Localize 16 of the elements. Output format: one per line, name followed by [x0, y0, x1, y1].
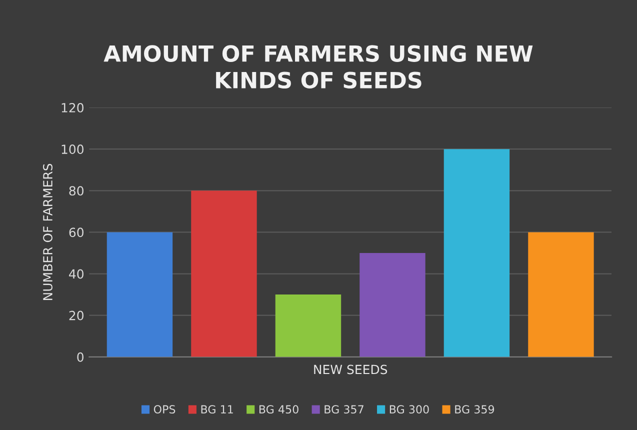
legend-label: BG 11: [201, 405, 233, 414]
y-tick-label: 60: [69, 228, 84, 238]
y-tick-label: 120: [62, 102, 84, 112]
y-tick-label: 80: [69, 186, 84, 196]
legend-label: BG 357: [324, 405, 364, 414]
legend-label: BG 450: [259, 405, 298, 414]
legend-label: BG 300: [390, 405, 429, 414]
legend-label: OPS: [154, 405, 176, 414]
y-tick-label: 20: [69, 310, 84, 320]
y-tick-label: 0: [77, 352, 84, 362]
y-axis-title: NUMBER OF FARMERS: [43, 164, 52, 300]
legend-label: BG 359: [455, 405, 494, 414]
x-axis-title: NEW SEEDS: [314, 364, 388, 374]
chart-title: AMOUNT OF FARMERS USING NEW KINDS OF SEEDS: [104, 45, 533, 89]
y-tick-label: 40: [69, 269, 84, 279]
y-tick-label: 100: [62, 144, 84, 154]
